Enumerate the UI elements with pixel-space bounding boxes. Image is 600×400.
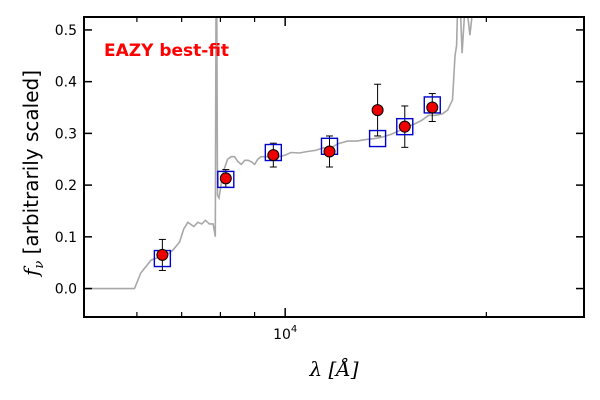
x-axis-label-suffix: ] [350, 357, 359, 381]
y-tick-label-2: 0.2 [55, 178, 77, 194]
y-tick-label-4: 0.4 [55, 75, 77, 91]
y-tick-label-0: 0.0 [55, 282, 77, 298]
model-flux-layer [153, 96, 441, 268]
y-axis-label-suffix: [arbitrarily scaled] [19, 70, 43, 261]
model-flux-box-4 [368, 129, 387, 148]
observed-flux-point-0 [156, 248, 169, 261]
template-layer [84, 17, 473, 290]
observed-flux-point-5 [398, 120, 411, 133]
axis-ticks [84, 17, 584, 317]
x-tick-label-exp-0: 4 [291, 324, 297, 335]
y-axis-label-sub: ν [32, 261, 47, 269]
y-tick-label-3: 0.3 [55, 126, 77, 142]
x-axis-label-prefix: λ [ [308, 357, 336, 381]
x-tick-label-0: 104 [273, 324, 297, 343]
y-tick-label-5: 0.5 [55, 23, 77, 39]
errorbar-layer [158, 83, 436, 271]
observed-flux-point-4 [371, 104, 384, 117]
annotation-text: EAZY best-fit [104, 41, 229, 61]
observed-flux-point-6 [426, 101, 439, 114]
observed-flux-point-3 [323, 145, 336, 158]
plot-frame [83, 16, 585, 318]
y-tick-label-1: 0.1 [55, 230, 77, 246]
y-axis-label: fν [arbitrarily scaled] [19, 70, 47, 278]
model-flux-box-5 [396, 117, 414, 136]
model-flux-box-1 [217, 170, 235, 189]
x-tick-label-base-0: 10 [273, 327, 291, 343]
x-axis-label: λ [Å] [308, 356, 358, 381]
x-axis-label-unit: Å [334, 356, 350, 381]
tick-labels: 0.0 0.1 0.2 0.3 0.4 0.5 104 [55, 23, 298, 343]
observed-flux-layer [156, 101, 439, 261]
template-sed-line [84, 17, 473, 290]
observed-flux-point-1 [219, 172, 232, 185]
observed-flux-point-2 [267, 149, 280, 162]
